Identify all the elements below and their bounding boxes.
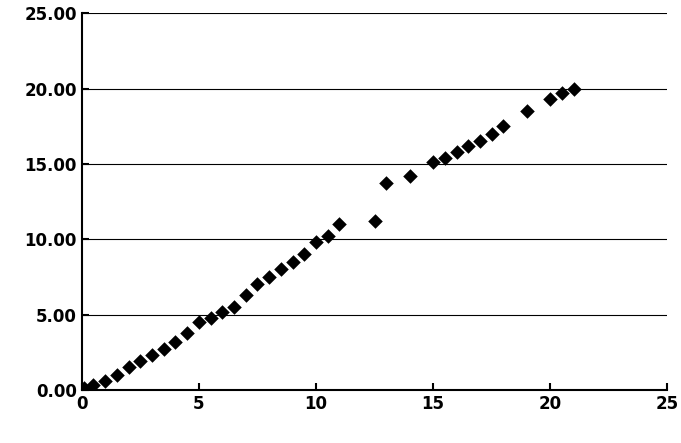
Point — [146, 352, 157, 359]
Point — [99, 377, 110, 385]
Point — [78, 385, 89, 392]
Point — [486, 130, 497, 137]
Point — [193, 319, 204, 326]
Point — [451, 148, 462, 155]
Point — [88, 382, 99, 389]
Point — [405, 172, 415, 179]
Point — [275, 266, 286, 273]
Point — [123, 364, 134, 371]
Point — [463, 142, 474, 149]
Point — [264, 273, 274, 280]
Point — [252, 281, 263, 288]
Point — [229, 303, 240, 311]
Point — [287, 258, 298, 265]
Point — [428, 159, 439, 166]
Point — [322, 233, 333, 240]
Point — [334, 221, 345, 228]
Point — [217, 308, 227, 315]
Point — [498, 123, 509, 130]
Point — [369, 218, 380, 225]
Point — [522, 108, 533, 115]
Point — [135, 358, 146, 365]
Point — [299, 251, 310, 258]
Point — [439, 154, 450, 161]
Point — [240, 291, 251, 299]
Point — [568, 85, 579, 92]
Point — [182, 329, 193, 336]
Point — [545, 96, 556, 103]
Point — [311, 239, 321, 246]
Point — [475, 138, 486, 145]
Point — [381, 180, 392, 187]
Point — [158, 346, 169, 353]
Point — [205, 314, 216, 321]
Point — [170, 338, 181, 345]
Point — [112, 371, 123, 378]
Point — [556, 89, 567, 97]
